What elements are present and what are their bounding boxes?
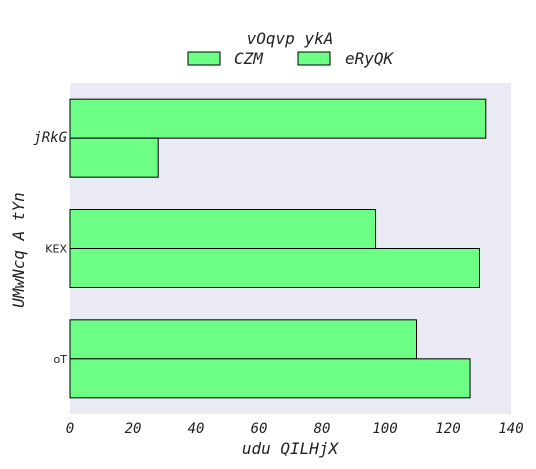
- x-axis-label: udu QILHjX: [242, 439, 340, 458]
- bars: [69, 98, 487, 399]
- chart-title: vOqvp ykA: [247, 29, 334, 48]
- legend-label-czm: CZM: [234, 49, 264, 68]
- x-tick-label: 100: [372, 421, 397, 437]
- legend-label-eryqk: eRyQK: [345, 49, 395, 68]
- x-tick-label: 80: [314, 421, 331, 437]
- bar-CZM-oT: [69, 319, 417, 360]
- x-tick-label: 40: [188, 421, 205, 437]
- x-tick-label: 140: [498, 421, 523, 437]
- x-axis-ticks: 0 20 40 60 80 100 120 140: [66, 421, 524, 437]
- legend-swatch-eryqk: [297, 51, 331, 66]
- x-tick-label: 20: [125, 421, 142, 437]
- x-tick-label: 60: [251, 421, 268, 437]
- bar-CZM-KEX: [69, 209, 377, 249]
- x-tick-label: 0: [66, 421, 74, 437]
- bar-eRyQK-KEX: [69, 248, 480, 288]
- bar-CZM-jRkG: [69, 98, 487, 139]
- legend-swatch-czm: [187, 51, 221, 66]
- y-axis-label: UMwNcq A tYn: [9, 192, 28, 308]
- bar-eRyQK-oT: [69, 358, 471, 399]
- x-tick-label: 120: [435, 421, 460, 437]
- y-tick-label: KEX: [45, 243, 67, 256]
- y-tick-label: oT: [54, 353, 68, 366]
- legend: CZM eRyQK: [187, 49, 395, 68]
- bar-eRyQK-jRkG: [69, 137, 159, 178]
- y-tick-label: jRkG: [33, 130, 67, 146]
- y-axis-ticks: jRkG KEX oT: [33, 130, 67, 366]
